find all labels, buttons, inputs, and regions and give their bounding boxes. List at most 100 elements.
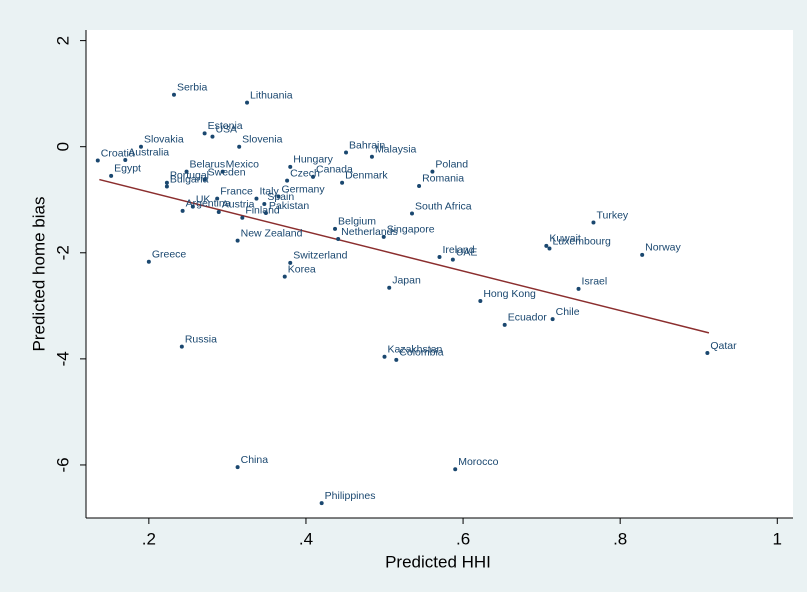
point — [417, 183, 422, 188]
point — [478, 299, 483, 304]
point — [179, 344, 184, 349]
point-label: Estonia — [208, 120, 243, 132]
point-label: Bulgaria — [170, 173, 209, 185]
point — [202, 177, 207, 182]
point — [544, 243, 549, 248]
point — [382, 354, 387, 359]
point — [453, 467, 458, 472]
point-label: Luxembourg — [552, 235, 611, 247]
point-label: Pakistan — [269, 200, 309, 212]
point — [381, 234, 386, 239]
fit-line — [99, 178, 710, 334]
point — [430, 169, 435, 174]
point — [202, 131, 207, 136]
x-axis-label: Predicted HHI — [385, 552, 491, 571]
point — [640, 252, 645, 257]
point-label: Denmark — [345, 170, 388, 182]
plot-area — [86, 30, 793, 518]
point — [138, 144, 143, 149]
point — [282, 274, 287, 279]
point-label: Japan — [392, 275, 421, 287]
point-label: Ecuador — [508, 312, 548, 324]
point — [95, 158, 100, 163]
point-label: Norway — [645, 242, 681, 254]
point — [276, 194, 281, 199]
point-label: New Zealand — [241, 227, 303, 239]
point-label: Qatar — [710, 340, 737, 352]
point-label: Malaysia — [375, 144, 417, 156]
point — [190, 204, 195, 209]
point-label: Russia — [185, 333, 217, 345]
point-label: UK — [196, 193, 211, 205]
point-label: Italy — [259, 185, 279, 197]
point — [450, 257, 455, 262]
x-tick-label: .2 — [142, 529, 156, 548]
point-label: Sweden — [208, 166, 246, 178]
point — [262, 201, 267, 206]
point — [215, 196, 220, 201]
y-tick-label: -6 — [53, 457, 72, 472]
point-label: Morocco — [458, 456, 498, 468]
x-tick-label: .4 — [299, 529, 313, 548]
point-label: Ireland — [443, 244, 475, 256]
point — [311, 174, 316, 179]
point-label: Germany — [281, 183, 325, 195]
point — [437, 255, 442, 260]
point — [235, 238, 240, 243]
point — [394, 357, 399, 362]
point — [387, 285, 392, 290]
point-label: Belarus — [190, 158, 226, 170]
point — [591, 220, 596, 225]
x-tick-label: .8 — [613, 529, 627, 548]
point-label: Netherlands — [341, 226, 398, 238]
point — [210, 134, 215, 139]
point-label: Poland — [435, 158, 468, 170]
point — [184, 169, 189, 174]
point-label: USA — [215, 123, 237, 135]
point — [220, 169, 225, 174]
point — [164, 180, 169, 185]
y-axis-label: Predicted home bias — [29, 197, 48, 352]
point-label: Bahrain — [349, 139, 385, 151]
point — [146, 259, 151, 264]
point-label: Serbia — [177, 81, 208, 93]
point — [123, 157, 128, 162]
x-tick-label: .6 — [456, 529, 470, 548]
point — [410, 211, 415, 216]
point — [263, 211, 268, 215]
point-label: Chile — [556, 306, 580, 318]
point-label: Korea — [288, 263, 316, 275]
point — [344, 150, 349, 155]
point-label: Switzerland — [293, 250, 347, 262]
point — [319, 501, 324, 506]
point — [369, 154, 374, 159]
point-label: UAE — [456, 246, 478, 258]
point — [705, 351, 710, 356]
y-tick-label: 2 — [53, 36, 72, 45]
point — [180, 208, 185, 213]
point-label: France — [220, 185, 253, 197]
point — [550, 317, 555, 322]
point-label: Colombia — [399, 347, 444, 359]
point-label: Philippines — [325, 490, 376, 502]
point — [235, 465, 240, 470]
point-label: Egypt — [114, 163, 141, 175]
y-tick-label: 0 — [53, 142, 72, 151]
point — [237, 144, 242, 149]
point-label: Austria — [222, 199, 255, 211]
point-label: Romania — [422, 173, 464, 185]
point-label: Belgium — [338, 216, 376, 228]
point — [340, 180, 345, 185]
point — [254, 196, 259, 201]
point-label: Australia — [128, 147, 169, 159]
point-label: South Africa — [415, 200, 472, 212]
point-label: Greece — [152, 249, 187, 261]
point — [164, 184, 169, 189]
y-tick-label: -2 — [53, 245, 72, 260]
point-label: Hong Kong — [483, 288, 536, 300]
point-label: Spain — [267, 191, 294, 203]
point-label: Lithuania — [250, 89, 293, 101]
point-label: China — [241, 454, 269, 466]
